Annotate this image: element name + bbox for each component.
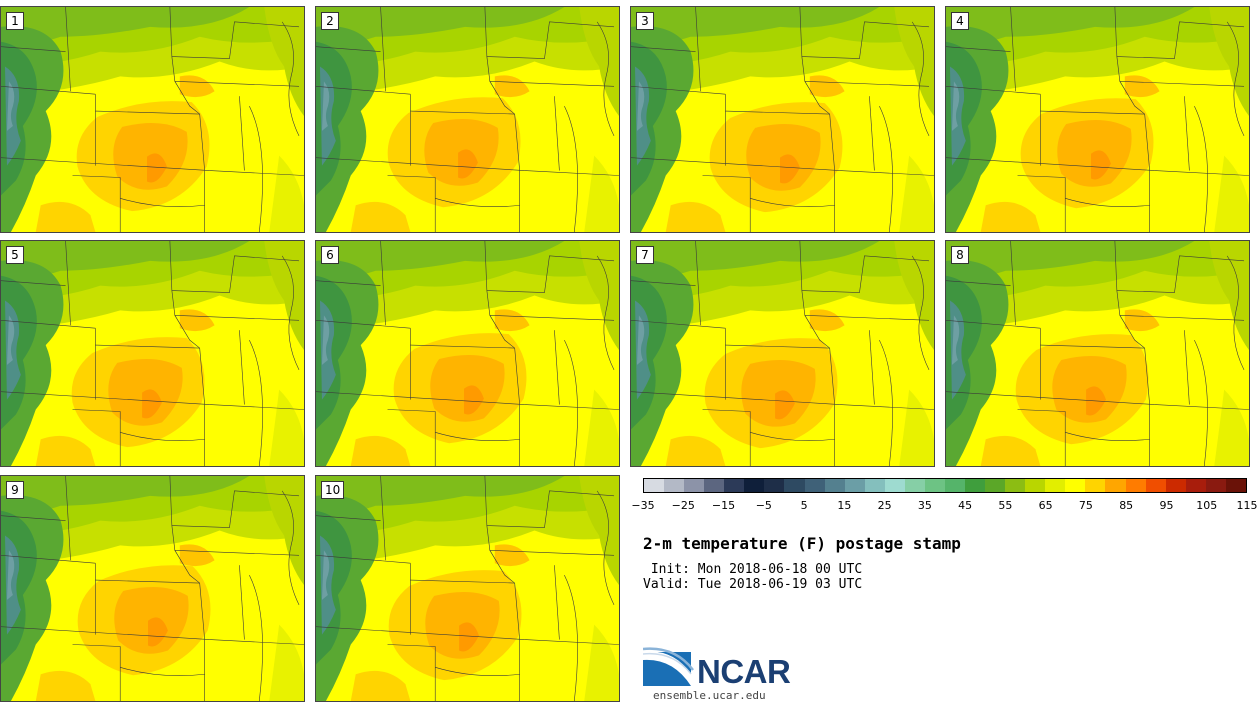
colorbar-swatch: [924, 479, 945, 492]
postage-stamp-5: 5: [0, 240, 305, 467]
figure-title: 2-m temperature (F) postage stamp: [643, 534, 961, 553]
colorbar-tick-label: 105: [1196, 499, 1218, 512]
colorbar-tick-label: 55: [998, 499, 1013, 512]
ncar-logo-icon: [643, 647, 694, 686]
ensemble-member-number: 2: [321, 12, 339, 30]
temperature-map: [1, 7, 304, 232]
colorbar-tick-label: −35: [631, 499, 655, 512]
postage-stamp-10: 10: [315, 475, 620, 702]
temperature-map: [316, 241, 619, 466]
ensemble-member-number: 6: [321, 246, 339, 264]
website-url: ensemble.ucar.edu: [653, 689, 766, 702]
colorbar-swatch: [764, 479, 785, 492]
colorbar-swatch: [1045, 479, 1066, 492]
colorbar-tick-label: −15: [711, 499, 736, 512]
colorbar-tick-label: 85: [1119, 499, 1134, 512]
ensemble-member-number: 5: [6, 246, 24, 264]
ensemble-member-number: 10: [321, 481, 345, 499]
init-time: Init: Mon 2018-06-18 00 UTC: [643, 562, 863, 577]
ensemble-member-number: 8: [951, 246, 969, 264]
colorbar-tick-label: 35: [917, 499, 932, 512]
colorbar-swatch: [1025, 479, 1046, 492]
colorbar-swatch: [985, 479, 1006, 492]
colorbar-tick-label: 115: [1236, 499, 1258, 512]
colorbar-tick-label: 95: [1159, 499, 1174, 512]
temperature-map: [946, 241, 1249, 466]
colorbar-tick-label: 65: [1038, 499, 1053, 512]
colorbar-tick-label: −25: [671, 499, 695, 512]
colorbar-swatch: [864, 479, 885, 492]
ensemble-member-number: 9: [6, 481, 24, 499]
postage-stamp-1: 1: [0, 6, 305, 233]
postage-stamp-6: 6: [315, 240, 620, 467]
colorbar-swatch: [944, 479, 965, 492]
colorbar-swatch: [884, 479, 905, 492]
colorbar-swatch: [664, 479, 685, 492]
colorbar-tick-label: 5: [800, 499, 808, 512]
colorbar-swatch: [1225, 479, 1246, 492]
colorbar-tick-label: 25: [877, 499, 892, 512]
ensemble-member-number: 1: [6, 12, 24, 30]
temperature-map: [316, 476, 619, 701]
temperature-map: [1, 241, 304, 466]
postage-stamp-9: 9: [0, 475, 305, 702]
colorbar-swatch: [965, 479, 986, 492]
colorbar-swatch: [784, 479, 805, 492]
colorbar-swatch: [744, 479, 765, 492]
temperature-map: [631, 241, 934, 466]
colorbar-swatch: [844, 479, 865, 492]
temperature-map: [316, 7, 619, 232]
colorbar-swatch: [1165, 479, 1186, 492]
temperature-map: [1, 476, 304, 701]
temperature-map: [631, 7, 934, 232]
ensemble-member-number: 3: [636, 12, 654, 30]
valid-time: Valid: Tue 2018-06-19 03 UTC: [643, 577, 863, 592]
temperature-colorbar: −35 −25 −15 −5 5 15 25 35 45 55 65 75 85 95 105 115: [631, 478, 1258, 518]
colorbar-tick-label: 45: [958, 499, 973, 512]
ncar-logo-text: NCAR: [697, 653, 791, 690]
colorbar-swatch: [1085, 479, 1106, 492]
colorbar-swatch: [644, 479, 665, 492]
postage-stamp-7: 7: [630, 240, 935, 467]
postage-stamp-4: 4: [945, 6, 1250, 233]
colorbar-swatch: [1005, 479, 1026, 492]
colorbar-swatch: [1205, 479, 1226, 492]
colorbar-swatch: [1185, 479, 1206, 492]
colorbar-swatch: [804, 479, 825, 492]
colorbar-tick-label: 75: [1078, 499, 1093, 512]
postage-stamp-8: 8: [945, 240, 1250, 467]
colorbar-swatch: [724, 479, 745, 492]
ensemble-member-number: 4: [951, 12, 969, 30]
ensemble-member-number: 7: [636, 246, 654, 264]
postage-stamp-3: 3: [630, 6, 935, 233]
colorbar-swatches: [643, 478, 1247, 493]
colorbar-tick-label: −5: [755, 499, 772, 512]
colorbar-swatch: [1145, 479, 1166, 492]
colorbar-swatch: [704, 479, 725, 492]
colorbar-swatch: [1065, 479, 1086, 492]
colorbar-swatch: [684, 479, 705, 492]
postage-stamp-2: 2: [315, 6, 620, 233]
colorbar-swatch: [904, 479, 925, 492]
colorbar-swatch: [1105, 479, 1126, 492]
colorbar-swatch: [824, 479, 845, 492]
colorbar-tick-label: 15: [837, 499, 852, 512]
temperature-map: [946, 7, 1249, 232]
colorbar-swatch: [1125, 479, 1146, 492]
